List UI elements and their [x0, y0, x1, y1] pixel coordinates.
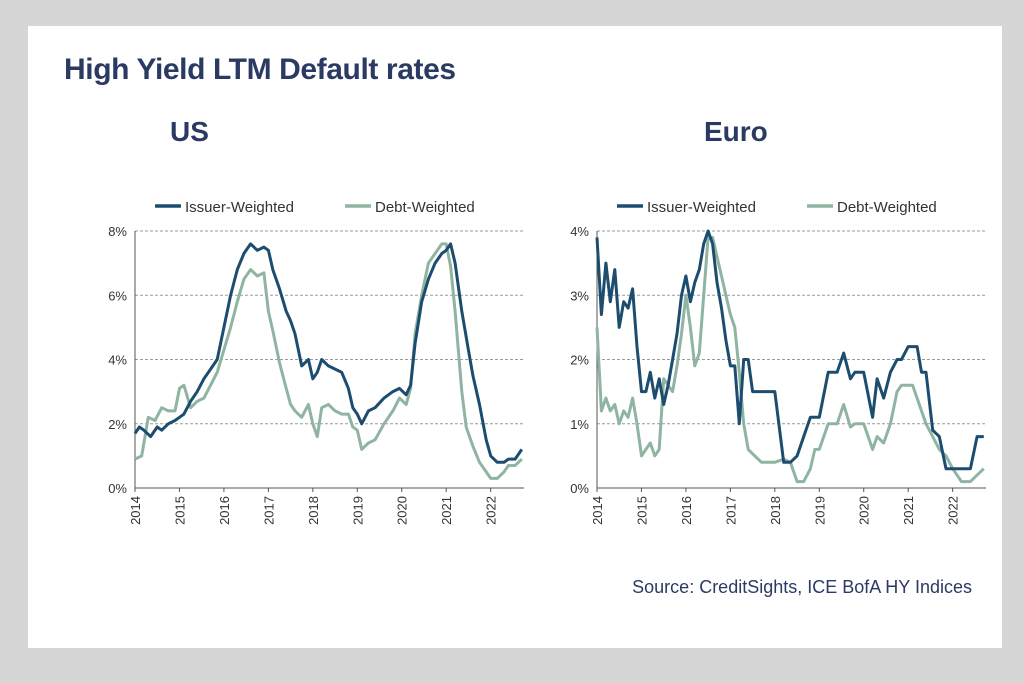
euro-series-line-1: [595, 235, 985, 484]
us-default-rate-chart: 0% 2% 4% 6% 8% 2014 2015 2016 2017 2018 2019 2020 20…: [108, 199, 524, 525]
us-legend-label-0: Issuer-Weighted: [185, 199, 294, 216]
euro-x-tick-label: 2017: [723, 496, 738, 525]
euro-x-tick-label: 2018: [768, 496, 783, 525]
euro-y-tick-label: 4%: [570, 224, 589, 239]
euro-y-tick-label: 0%: [570, 481, 589, 496]
us-y-tick-label: 8%: [108, 224, 127, 239]
euro-x-tick-label: 2020: [857, 496, 872, 525]
euro-chart-title: Euro: [704, 116, 768, 147]
us-legend-label-1: Debt-Weighted: [375, 199, 475, 216]
page-title: High Yield LTM Default rates: [64, 53, 456, 86]
euro-y-tick-label: 3%: [570, 288, 589, 303]
us-x-tick-label: 2016: [217, 496, 232, 525]
euro-y-tick-label: 2%: [570, 353, 589, 368]
us-y-tick-label: 0%: [108, 481, 127, 496]
euro-x-tick-label: 2022: [946, 496, 961, 525]
us-series-line-1: [134, 242, 523, 480]
us-y-tick-label: 4%: [108, 353, 127, 368]
us-x-tick-label: 2017: [261, 496, 276, 525]
source-note: Source: CreditSights, ICE BofA HY Indice…: [632, 577, 972, 597]
us-x-tick-label: 2015: [172, 496, 187, 525]
us-y-tick-label: 6%: [108, 288, 127, 303]
euro-legend-label-0: Issuer-Weighted: [647, 199, 756, 216]
us-y-tick-label: 2%: [108, 417, 127, 432]
us-x-tick-label: 2021: [439, 496, 454, 525]
euro-x-tick-label: 2015: [634, 496, 649, 525]
euro-series-line-0: [595, 229, 984, 471]
us-x-tick-label: 2018: [306, 496, 321, 525]
chart-card: High Yield LTM Default rates US Euro 0% 2…: [28, 26, 1002, 648]
euro-x-tick-label: 2014: [590, 496, 605, 525]
euro-y-tick-label: 1%: [570, 417, 589, 432]
us-x-tick-label: 2022: [484, 496, 499, 525]
euro-legend-label-1: Debt-Weighted: [837, 199, 937, 216]
us-x-tick-label: 2014: [128, 496, 143, 525]
us-x-tick-label: 2020: [395, 496, 410, 525]
euro-x-tick-label: 2021: [901, 496, 916, 525]
euro-x-tick-label: 2016: [679, 496, 694, 525]
euro-x-tick-label: 2019: [812, 496, 827, 525]
us-chart-title: US: [170, 116, 209, 147]
us-x-tick-label: 2019: [350, 496, 365, 525]
us-series-line-0: [133, 242, 524, 464]
euro-default-rate-chart: 0% 1% 2% 3% 4% 2014 2015 2016 2017 2018 2019 2020 20…: [570, 199, 986, 525]
